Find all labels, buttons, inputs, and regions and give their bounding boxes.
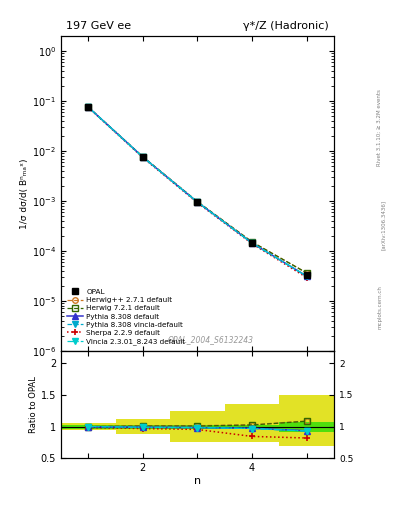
Text: OPAL_2004_S6132243: OPAL_2004_S6132243 bbox=[168, 335, 254, 345]
Y-axis label: 1/σ dσ/d( Bⁿₘₐˣ): 1/σ dσ/d( Bⁿₘₐˣ) bbox=[20, 158, 29, 228]
X-axis label: n: n bbox=[194, 476, 201, 486]
Text: [arXiv:1306.3436]: [arXiv:1306.3436] bbox=[381, 200, 386, 250]
Y-axis label: Ratio to OPAL: Ratio to OPAL bbox=[29, 376, 38, 433]
Text: γ*/Z (Hadronic): γ*/Z (Hadronic) bbox=[243, 21, 329, 31]
Text: Rivet 3.1.10; ≥ 3.2M events: Rivet 3.1.10; ≥ 3.2M events bbox=[377, 90, 382, 166]
Text: 197 GeV ee: 197 GeV ee bbox=[66, 21, 132, 31]
Text: mcplots.cern.ch: mcplots.cern.ch bbox=[378, 285, 383, 329]
Legend: OPAL, Herwig++ 2.7.1 default, Herwig 7.2.1 default, Pythia 8.308 default, Pythia: OPAL, Herwig++ 2.7.1 default, Herwig 7.2… bbox=[64, 287, 187, 347]
